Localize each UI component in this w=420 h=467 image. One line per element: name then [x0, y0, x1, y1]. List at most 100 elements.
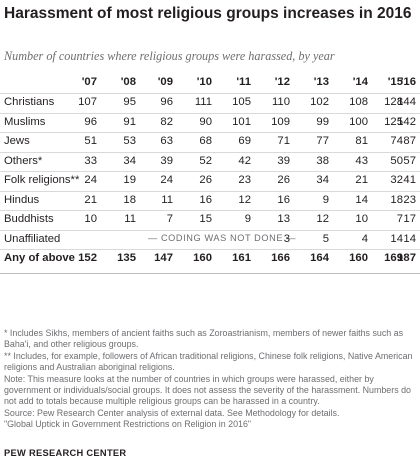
table-cell: 81 [355, 135, 368, 147]
table-cell: 15 [199, 213, 212, 225]
table-cell: 105 [232, 96, 251, 108]
table-cell: 10 [84, 213, 97, 225]
table-cell: 109 [271, 115, 290, 128]
table-cell: 135 [117, 252, 136, 264]
table-cell: 108 [349, 96, 368, 108]
table-cell: 91 [123, 115, 136, 128]
row-divider [0, 132, 420, 133]
table-row: Hindus 21 18 11 16 12 16 9 14 18 23 [0, 192, 420, 210]
row-label: Buddhists [4, 213, 54, 225]
table-row-total: Any of above 152 135 147 160 161 166 164 160 169 1… [0, 250, 420, 268]
table-cell: 34 [123, 154, 136, 167]
table-cell: 169 [384, 252, 403, 264]
table-cell: 21 [84, 193, 97, 206]
table-cell: 99 [316, 115, 329, 128]
table-cell: 102 [310, 96, 329, 108]
row-divider [0, 151, 420, 153]
table-cell: 57 [403, 154, 416, 167]
table-cell: 142 [397, 115, 416, 128]
table-row: Jews 51 53 63 68 69 71 77 81 74 87 [0, 133, 420, 151]
table-cell: 5 [322, 232, 329, 245]
row-label: Christians [4, 96, 55, 108]
table-cell: 95 [123, 96, 136, 108]
note-paragraph: Source: Pew Research Center analysis of … [4, 407, 340, 418]
table-cell: 4 [361, 232, 368, 245]
table-row: Folk religions** 24 19 24 26 23 26 34 21 32 41 [0, 172, 420, 190]
source-label: PEW RESEARCH CENTER [4, 448, 127, 458]
table-cell: 160 [193, 252, 212, 264]
table-cell: 187 [397, 252, 416, 264]
table-cell: 7 [396, 213, 403, 225]
row-label: Jews [4, 135, 30, 147]
table-row: Others* 33 34 39 52 42 39 38 43 50 57 [0, 153, 420, 171]
table-cell: 24 [84, 174, 97, 186]
table-cell: 128 [384, 96, 403, 108]
table-cell: 152 [78, 252, 97, 264]
table-cell: 161 [232, 252, 251, 264]
table-header-row: '07 '08 '09 '10 '11 '12 '13 '14 '15'16 [0, 74, 420, 92]
table-cell: 144 [397, 96, 416, 108]
year-header: '10 [196, 76, 212, 88]
table-cell: 21 [355, 174, 368, 186]
table-cell: 32 [390, 174, 403, 186]
table-cell: 26 [199, 174, 212, 186]
coding-note: — CODING WAS NOT DONE — [148, 232, 297, 243]
table-cell: 38 [316, 154, 329, 167]
note-paragraph: * Includes Sikhs, members of ancient fai… [4, 328, 404, 350]
table-cell: 107 [78, 96, 97, 108]
table-cell: 26 [277, 174, 290, 186]
row-label: Unaffiliated [4, 232, 61, 245]
table-row-unaffiliated: Unaffiliated — CODING WAS NOT DONE —3 5 4 14… [0, 231, 420, 249]
table-cell: 50 [390, 154, 403, 167]
table-cell: 16 [277, 193, 290, 206]
table-cell: 7 [166, 213, 173, 225]
table-cell: 16 [199, 193, 212, 206]
row-divider [0, 171, 420, 172]
table-cell: 12 [238, 193, 251, 206]
table-cell: 77 [316, 135, 329, 147]
table-row: Buddhists 10 11 7 15 9 13 12 10 7 17 [0, 211, 420, 229]
table-cell: 63 [160, 135, 173, 147]
table-cell: 18 [123, 193, 136, 206]
row-label: Folk religions** [4, 174, 80, 186]
table-cell: 11 [124, 213, 136, 225]
note-paragraph: Note: This measure looks at the number o… [4, 373, 411, 407]
table-cell: 74 [390, 135, 403, 147]
table-cell: 19 [123, 174, 136, 186]
table-cell: 12 [316, 213, 329, 225]
row-label: Others* [4, 154, 43, 167]
year-header: '09 [157, 76, 173, 88]
row-divider [0, 112, 420, 114]
table-cell: 90 [199, 115, 212, 128]
row-divider [0, 210, 420, 211]
table-cell: 53 [123, 135, 136, 147]
year-header: '11 [236, 76, 251, 88]
header-divider [0, 93, 420, 94]
table-cell: 82 [160, 115, 173, 128]
table-cell: 18 [390, 193, 403, 206]
table-cell: 33 [84, 154, 97, 167]
table-cell: 3 [283, 232, 290, 245]
year-header: '07 [81, 76, 97, 88]
table-cell: 111 [194, 96, 212, 108]
table-cell: 100 [349, 115, 368, 128]
table-cell: 9 [244, 213, 251, 225]
table-cell: 166 [271, 252, 290, 264]
page-title: Harassment of most religious groups incr… [4, 5, 412, 22]
table-cell: 69 [238, 135, 251, 147]
table-cell: 39 [277, 154, 290, 167]
table-row: Christians 107 95 96 111 105 110 102 108 128 144 [0, 94, 420, 112]
row-divider [0, 272, 420, 274]
table-cell: 96 [84, 115, 97, 128]
table-cell: 52 [199, 154, 212, 167]
table-cell: 96 [160, 96, 173, 108]
table-cell: 164 [310, 252, 329, 264]
table-cell: 23 [403, 193, 416, 206]
table-cell: 101 [232, 115, 251, 128]
subtitle: Number of countries where religious grou… [4, 49, 335, 63]
table-cell: 51 [84, 135, 97, 147]
row-divider [0, 249, 420, 250]
table-cell: 14 [390, 232, 403, 245]
table-cell: 11 [161, 193, 173, 206]
year-header: '12 [274, 76, 290, 88]
